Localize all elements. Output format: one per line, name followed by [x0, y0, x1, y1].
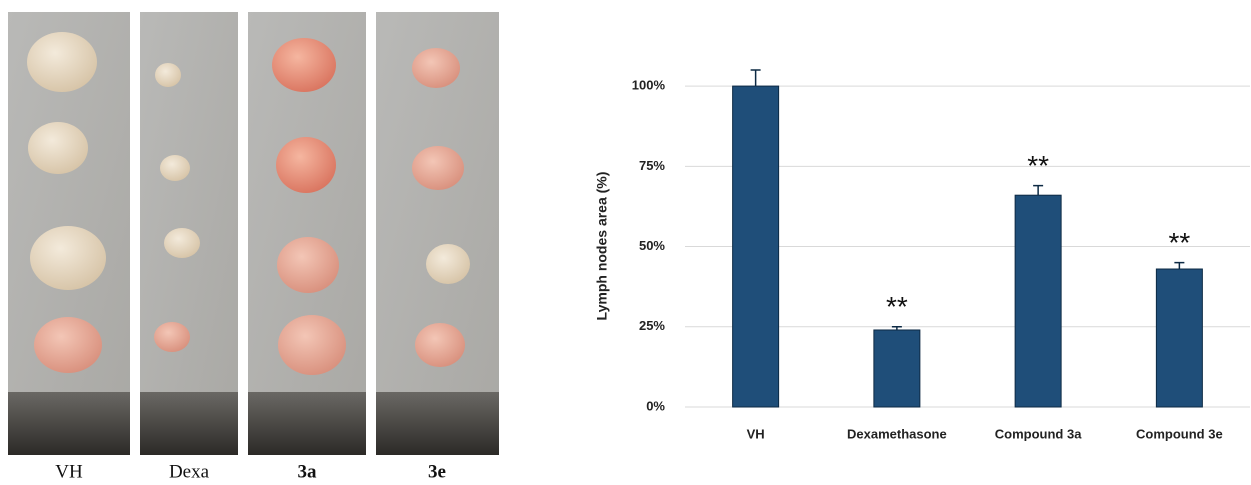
significance-label: **	[1168, 227, 1190, 258]
x-tick-label: Compound 3a	[995, 426, 1082, 441]
y-axis-label: Lymph nodes area (%)	[594, 172, 610, 321]
error-bar	[751, 70, 761, 86]
photo-label: 3a	[298, 461, 318, 482]
photo-panels: VH Dexa 3a 3e	[8, 12, 499, 482]
y-tick-label: 0%	[646, 398, 665, 413]
figure: VH Dexa 3a 3e Lymph nodes area (%) 0% 25%…	[0, 0, 1251, 485]
bar	[874, 330, 920, 407]
significance-label: **	[886, 291, 908, 322]
bar	[1015, 195, 1061, 407]
photo-dexa	[140, 12, 238, 455]
significance-label: **	[1027, 150, 1049, 181]
y-tick-label: 25%	[639, 318, 665, 333]
x-tick-label: Dexamethasone	[847, 426, 947, 441]
y-tick-label: 50%	[639, 238, 665, 253]
photo-label: 3e	[428, 461, 446, 482]
x-tick-label: Compound 3e	[1136, 426, 1223, 441]
bar	[733, 86, 779, 407]
error-bar	[1033, 186, 1043, 196]
y-tick-label: 100%	[632, 78, 666, 93]
y-tick-label: 75%	[639, 158, 665, 173]
photo-vh	[8, 12, 130, 455]
bar	[1156, 269, 1202, 407]
x-tick-label: VH	[747, 426, 765, 441]
photo-label: Dexa	[169, 461, 210, 482]
photo-label: VH	[55, 461, 83, 482]
photo-3e	[376, 12, 499, 455]
error-bar	[1174, 263, 1184, 269]
photo-3a	[248, 12, 366, 455]
